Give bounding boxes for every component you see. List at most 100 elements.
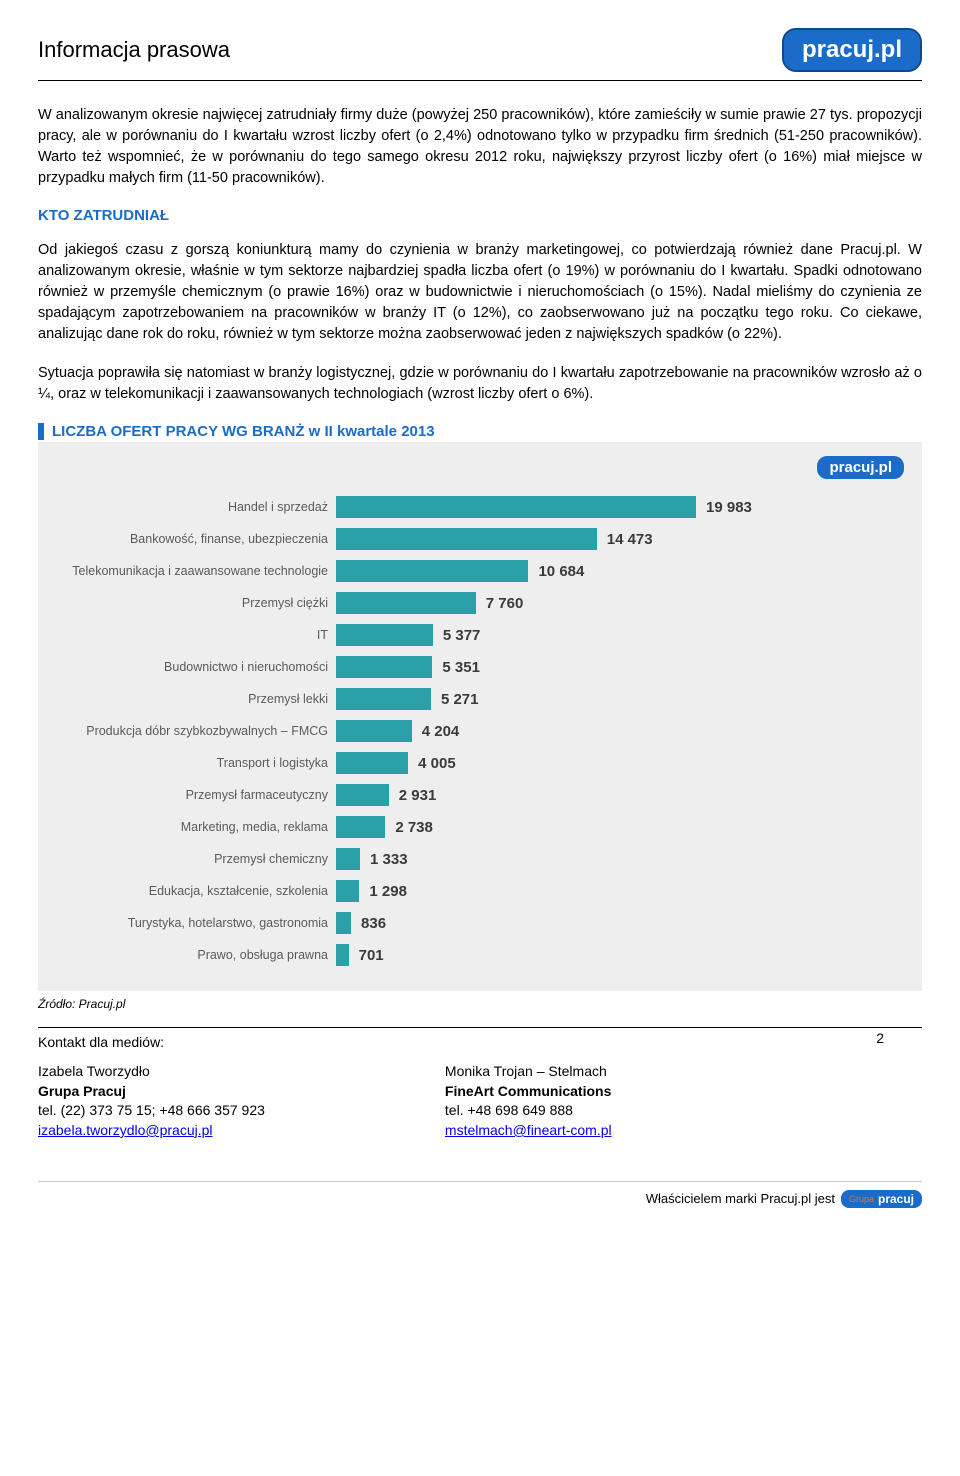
chart-source: Źródło: Pracuj.pl xyxy=(38,997,922,1011)
chart-row-value: 701 xyxy=(359,947,384,964)
chart-row: Bankowość, finanse, ubezpieczenia 14 473 xyxy=(56,523,904,555)
chart-row-label: IT xyxy=(56,628,336,642)
chart-bar xyxy=(336,752,408,774)
paragraph-3: Sytuacja poprawiła się natomiast w branż… xyxy=(38,363,922,405)
chart-bar-area: 19 983 xyxy=(336,496,904,518)
chart-bar xyxy=(336,560,528,582)
contact-2-email[interactable]: mstelmach@fineart-com.pl xyxy=(445,1122,612,1138)
chart-row-value: 1 298 xyxy=(369,883,407,900)
chart-bar xyxy=(336,848,360,870)
chart-row-value: 19 983 xyxy=(706,499,752,516)
chart-row-label: Turystyka, hotelarstwo, gastronomia xyxy=(56,916,336,930)
chart-row: IT 5 377 xyxy=(56,619,904,651)
chart-row: Transport i logistyka 4 005 xyxy=(56,747,904,779)
chart-row: Prawo, obsługa prawna 701 xyxy=(56,939,904,971)
chart-row-label: Przemysł lekki xyxy=(56,692,336,706)
chart-bar xyxy=(336,656,432,678)
chart-rows: Handel i sprzedaż 19 983 Bankowość, finans… xyxy=(56,491,904,971)
chart-row-value: 10 684 xyxy=(538,563,584,580)
contact-block-2: Monika Trojan – Stelmach FineArt Communi… xyxy=(445,1062,612,1140)
chart-bar-area: 7 760 xyxy=(336,592,904,614)
owner-bar: Właścicielem marki Pracuj.pl jest Grupa … xyxy=(38,1181,922,1208)
chart-row-value: 4 204 xyxy=(422,723,460,740)
chart-bar-area: 4 204 xyxy=(336,720,904,742)
chart-brand-logo: pracuj.pl xyxy=(817,456,904,479)
chart-bar xyxy=(336,880,359,902)
chart-logo-wrap: pracuj.pl xyxy=(56,456,904,479)
chart-row-value: 5 271 xyxy=(441,691,479,708)
chart-bar-area: 5 271 xyxy=(336,688,904,710)
chart-row: Przemysł ciężki7 760 xyxy=(56,587,904,619)
brand-logo: pracuj.pl xyxy=(782,28,922,72)
contact-2-tel: tel. +48 698 649 888 xyxy=(445,1101,612,1121)
contact-2-name: Monika Trojan – Stelmach xyxy=(445,1062,612,1082)
chart-container: pracuj.pl Handel i sprzedaż 19 983 Bankowo… xyxy=(38,442,922,991)
chart-row: Przemysł farmaceutyczny 2 931 xyxy=(56,779,904,811)
chart-row-label: Przemysł farmaceutyczny xyxy=(56,788,336,802)
chart-row: Telekomunikacja i zaawansowane technolog… xyxy=(56,555,904,587)
chart-row-label: Marketing, media, reklama xyxy=(56,820,336,834)
chart-row-value: 4 005 xyxy=(418,755,456,772)
chart-bar xyxy=(336,944,349,966)
chart-row-label: Budownictwo i nieruchomości xyxy=(56,660,336,674)
chart-row: Edukacja, kształcenie, szkolenia 1 298 xyxy=(56,875,904,907)
owner-badge-text: pracuj xyxy=(878,1192,914,1206)
chart-row: Turystyka, hotelarstwo, gastronomia 836 xyxy=(56,907,904,939)
chart-bar-area: 701 xyxy=(336,944,904,966)
chart-row-value: 836 xyxy=(361,915,386,932)
contact-1-name: Izabela Tworzydło xyxy=(38,1062,265,1082)
chart-row-label: Przemysł chemiczny xyxy=(56,852,336,866)
chart-row: Przemysł chemiczny 1 333 xyxy=(56,843,904,875)
chart-bar-area: 2 931 xyxy=(336,784,904,806)
chart-row-value: 1 333 xyxy=(370,851,408,868)
contact-block-1: Izabela Tworzydło Grupa Pracuj tel. (22)… xyxy=(38,1062,265,1140)
header: Informacja prasowa pracuj.pl xyxy=(38,28,922,72)
chart-bar xyxy=(336,528,597,550)
chart-bar xyxy=(336,688,431,710)
chart-row-label: Prawo, obsługa prawna xyxy=(56,948,336,962)
chart-row-value: 2 931 xyxy=(399,787,437,804)
chart-row: Handel i sprzedaż 19 983 xyxy=(56,491,904,523)
chart-row-value: 5 351 xyxy=(442,659,480,676)
chart-bar xyxy=(336,720,412,742)
owner-badge: Grupa pracuj xyxy=(841,1190,922,1208)
chart-bar xyxy=(336,624,433,646)
header-divider xyxy=(38,80,922,81)
chart-row-value: 2 738 xyxy=(395,819,433,836)
chart-row-label: Przemysł ciężki xyxy=(56,596,336,610)
chart-bar-area: 2 738 xyxy=(336,816,904,838)
contact-2-org: FineArt Communications xyxy=(445,1082,612,1102)
chart-bar-area: 4 005 xyxy=(336,752,904,774)
chart-row-value: 14 473 xyxy=(607,531,653,548)
owner-badge-grupa: Grupa xyxy=(849,1194,874,1204)
chart-row: Marketing, media, reklama 2 738 xyxy=(56,811,904,843)
footer-divider xyxy=(38,1027,922,1028)
chart-row-label: Produkcja dóbr szybkozbywalnych – FMCG xyxy=(56,724,336,738)
chart-bar xyxy=(336,816,385,838)
chart-bar-area: 5 351 xyxy=(336,656,904,678)
chart-row: Produkcja dóbr szybkozbywalnych – FMCG 4 … xyxy=(56,715,904,747)
chart-bar xyxy=(336,784,389,806)
paragraph-2: Od jakiegoś czasu z gorszą koniunkturą m… xyxy=(38,240,922,345)
contacts: Izabela Tworzydło Grupa Pracuj tel. (22)… xyxy=(38,1062,922,1140)
page-title: Informacja prasowa xyxy=(38,37,230,63)
chart-bar-area: 10 684 xyxy=(336,560,904,582)
chart-row: Przemysł lekki 5 271 xyxy=(56,683,904,715)
chart-bar xyxy=(336,592,476,614)
contact-1-org: Grupa Pracuj xyxy=(38,1082,265,1102)
chart-bar-area: 5 377 xyxy=(336,624,904,646)
contact-heading: Kontakt dla mediów: xyxy=(38,1034,922,1050)
chart-row-label: Handel i sprzedaż xyxy=(56,500,336,514)
section-heading-kto-zatrudnial: KTO ZATRUDNIAŁ xyxy=(38,207,922,224)
chart-row-label: Edukacja, kształcenie, szkolenia xyxy=(56,884,336,898)
chart-row-value: 5 377 xyxy=(443,627,481,644)
chart-row-label: Transport i logistyka xyxy=(56,756,336,770)
contact-1-email[interactable]: izabela.tworzydlo@pracuj.pl xyxy=(38,1122,213,1138)
paragraph-1: W analizowanym okresie najwięcej zatrudn… xyxy=(38,105,922,189)
chart-row-label: Bankowość, finanse, ubezpieczenia xyxy=(56,532,336,546)
chart-bar xyxy=(336,496,696,518)
page-number: 2 xyxy=(876,1030,884,1046)
owner-text: Właścicielem marki Pracuj.pl jest xyxy=(646,1191,835,1206)
chart-bar-area: 836 xyxy=(336,912,904,934)
chart-bar-area: 1 333 xyxy=(336,848,904,870)
